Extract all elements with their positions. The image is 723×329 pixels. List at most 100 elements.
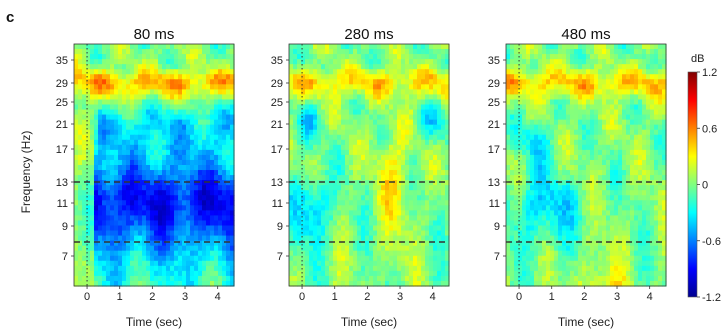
heatmap-cell — [186, 215, 191, 222]
heatmap-cell — [210, 265, 215, 272]
heatmap-cell — [86, 124, 91, 131]
heatmap-cell — [166, 114, 171, 121]
heatmap-cell — [361, 250, 366, 257]
heatmap-cell — [94, 49, 99, 55]
heatmap-cell — [546, 144, 551, 151]
heatmap-cell — [74, 195, 79, 201]
heatmap-cell — [162, 190, 167, 196]
heatmap-cell — [437, 64, 442, 70]
heatmap-cell — [154, 69, 159, 75]
heatmap-cell — [638, 154, 643, 161]
heatmap-cell — [126, 180, 131, 186]
heatmap-cell — [546, 165, 551, 171]
heatmap-cell — [82, 94, 87, 101]
heatmap-cell — [94, 154, 99, 161]
heatmap-cell — [309, 225, 314, 232]
heatmap-cell — [110, 74, 115, 80]
heatmap-cell — [534, 159, 539, 166]
heatmap-cell — [293, 190, 298, 196]
heatmap-cell — [222, 109, 227, 116]
heatmap-cell — [550, 139, 555, 146]
heatmap-cell — [405, 255, 410, 262]
heatmap-cell — [158, 139, 163, 146]
heatmap-cell — [349, 69, 354, 75]
heatmap-cell — [222, 149, 227, 156]
heatmap-cell — [381, 235, 386, 242]
heatmap-cell — [313, 210, 318, 217]
heatmap-cell — [198, 175, 203, 181]
heatmap-cell — [182, 270, 187, 277]
heatmap-cell — [74, 59, 79, 65]
heatmap-cell — [405, 270, 410, 277]
heatmap-cell — [393, 64, 398, 70]
heatmap-cell — [554, 74, 559, 80]
heatmap-cell — [417, 119, 422, 126]
heatmap-cell — [590, 119, 595, 126]
heatmap-cell — [349, 180, 354, 186]
heatmap-cell — [214, 49, 219, 55]
heatmap-cell — [417, 275, 422, 282]
heatmap-cell — [214, 129, 219, 136]
heatmap-cell — [293, 64, 298, 70]
heatmap-cell — [122, 99, 127, 106]
heatmap-cell — [166, 84, 171, 90]
heatmap-cell — [441, 235, 446, 242]
heatmap-cell — [538, 134, 543, 141]
heatmap-cell — [118, 200, 123, 206]
heatmap-cell — [166, 235, 171, 242]
heatmap-cell — [554, 49, 559, 55]
heatmap-cell — [186, 270, 191, 277]
heatmap-cell — [194, 139, 199, 146]
heatmap-cell — [186, 109, 191, 116]
heatmap-cell — [550, 119, 555, 126]
heatmap-cell — [186, 265, 191, 272]
heatmap-cell — [654, 114, 659, 121]
heatmap-cell — [162, 79, 167, 85]
heatmap-cell — [301, 175, 306, 181]
heatmap-cell — [321, 109, 326, 116]
heatmap-cell — [506, 180, 511, 186]
heatmap-cell — [413, 215, 418, 222]
heatmap-cell — [337, 149, 342, 156]
heatmap-cell — [98, 154, 103, 161]
heatmap-cell — [574, 139, 579, 146]
heatmap-cell — [562, 54, 567, 60]
heatmap-cell — [425, 84, 430, 90]
heatmap-cell — [526, 109, 531, 116]
heatmap-cell — [349, 195, 354, 201]
heatmap-cell — [130, 245, 135, 252]
heatmap-cell — [365, 235, 370, 242]
heatmap-cell — [293, 119, 298, 126]
heatmap-cell — [305, 109, 310, 116]
heatmap-cell — [126, 149, 131, 156]
heatmap-cell — [377, 275, 382, 282]
heatmap-cell — [566, 139, 571, 146]
heatmap-cell — [385, 165, 390, 171]
heatmap-cell — [341, 64, 346, 70]
heatmap-cell — [606, 144, 611, 151]
heatmap-cell — [305, 64, 310, 70]
heatmap-cell — [309, 185, 314, 191]
heatmap-cell — [650, 134, 655, 141]
heatmap-cell — [74, 255, 79, 262]
heatmap-cell — [150, 205, 155, 211]
heatmap-cell — [361, 159, 366, 166]
heatmap-cell — [182, 94, 187, 101]
heatmap-cell — [90, 114, 95, 121]
heatmap-cell — [538, 114, 543, 121]
heatmap-cell — [638, 64, 643, 70]
heatmap-cell — [377, 129, 382, 136]
heatmap-cell — [226, 114, 231, 121]
heatmap-cell — [393, 49, 398, 55]
heatmap-cell — [222, 215, 227, 222]
heatmap-cell — [305, 215, 310, 222]
heatmap-cell — [389, 139, 394, 146]
heatmap-cell — [341, 89, 346, 96]
heatmap-cell — [614, 144, 619, 151]
heatmap-cell — [198, 210, 203, 217]
heatmap-cell — [373, 59, 378, 65]
heatmap-cell — [150, 74, 155, 80]
heatmap-cell — [186, 124, 191, 131]
heatmap-cell — [349, 49, 354, 55]
heatmap-cell — [321, 165, 326, 171]
